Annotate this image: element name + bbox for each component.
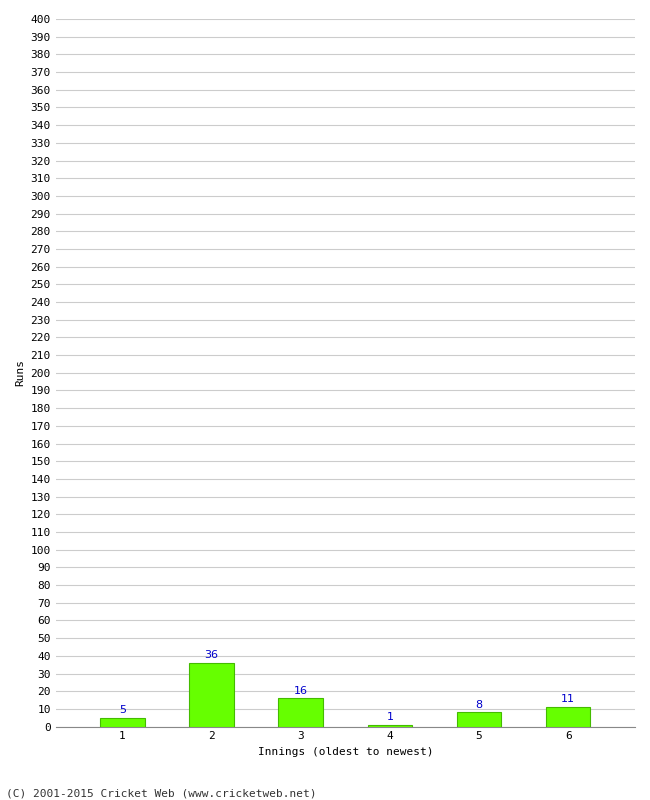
Text: 11: 11 <box>561 694 575 705</box>
Text: 8: 8 <box>475 700 482 710</box>
Text: (C) 2001-2015 Cricket Web (www.cricketweb.net): (C) 2001-2015 Cricket Web (www.cricketwe… <box>6 788 317 798</box>
Bar <box>189 663 234 726</box>
Text: 1: 1 <box>386 712 393 722</box>
Bar <box>546 707 590 726</box>
Text: 5: 5 <box>119 705 126 715</box>
X-axis label: Innings (oldest to newest): Innings (oldest to newest) <box>257 747 433 757</box>
Text: 16: 16 <box>294 686 307 696</box>
Bar <box>278 698 323 726</box>
Bar <box>100 718 145 726</box>
Bar <box>457 713 501 726</box>
Y-axis label: Runs: Runs <box>15 359 25 386</box>
Text: 36: 36 <box>205 650 218 660</box>
Bar <box>368 725 412 726</box>
